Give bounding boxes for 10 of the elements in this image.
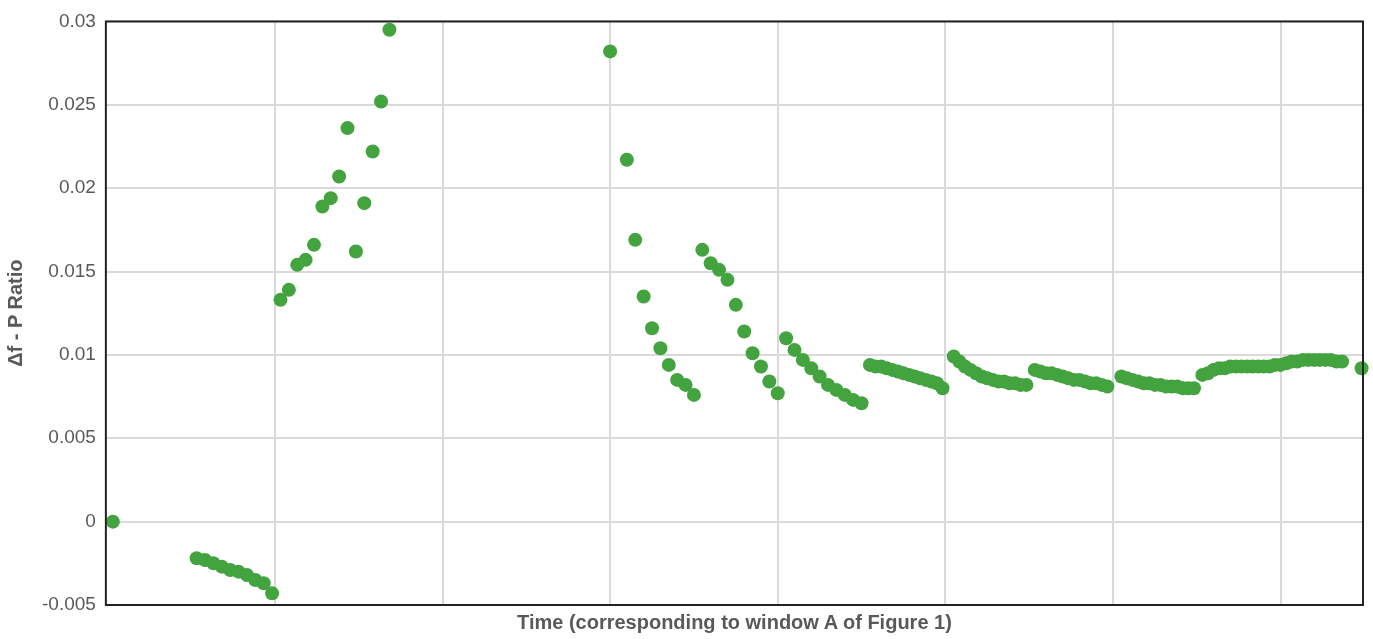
- y-tick-label: 0.01: [58, 343, 96, 365]
- x-axis-title: Time (corresponding to window A of Figure 1): [517, 610, 952, 633]
- y-tick-label: 0.025: [48, 93, 96, 115]
- y-tick-label: 0.015: [48, 259, 96, 281]
- y-tick-label: 0.005: [48, 426, 96, 448]
- y-tick-label: 0.02: [58, 176, 96, 198]
- y-tick-label: 0.03: [58, 9, 96, 31]
- y-tick-label: -0.005: [42, 593, 96, 615]
- y-tick-label: 0: [85, 509, 96, 531]
- y-axis-title: Δf - P Ratio: [3, 259, 26, 367]
